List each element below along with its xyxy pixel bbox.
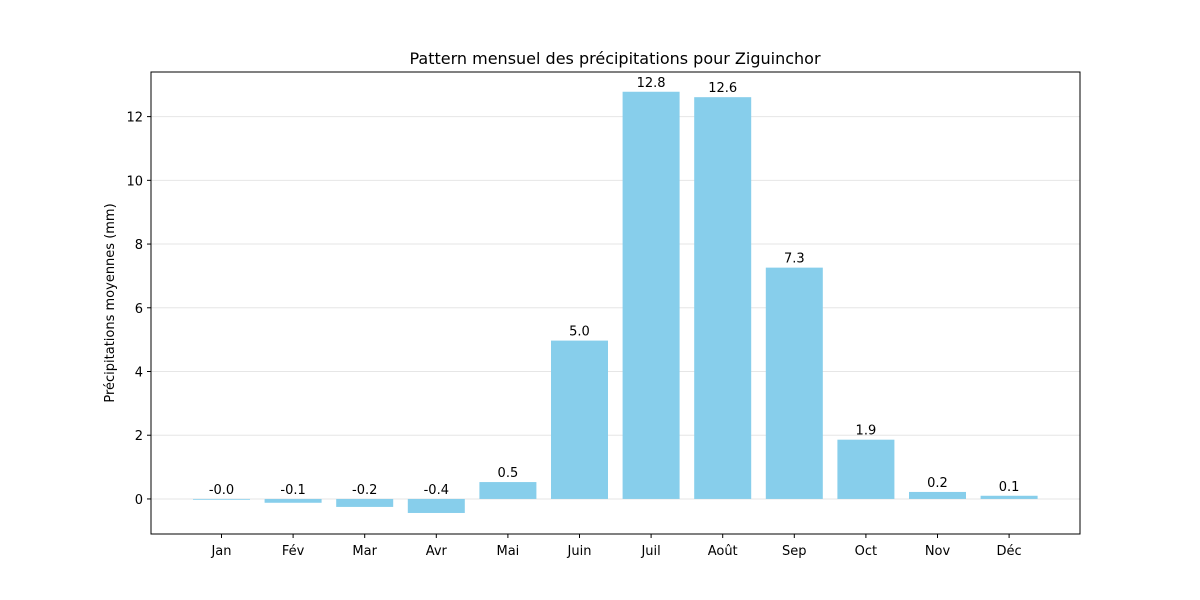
x-tick-label: Oct (855, 544, 877, 559)
y-tick-label: 2 (135, 429, 143, 444)
y-tick-label: 12 (126, 111, 143, 126)
bar-value-label: 5.0 (569, 325, 590, 340)
x-tick-label: Juil (640, 544, 660, 559)
bar-value-label: 0.5 (498, 466, 519, 481)
x-tick-label: Nov (925, 544, 951, 559)
bar-value-label: -0.4 (424, 483, 449, 498)
x-tick-label: Avr (426, 544, 448, 559)
plot-area-frame (150, 71, 1081, 535)
x-axis-ticks: Jan Fév Mar Avr Mai Juin Juil Août Sep Oct Nov Déc (210, 534, 1022, 559)
bar-value-label: 0.2 (927, 476, 948, 491)
bar (551, 340, 608, 499)
y-tick-label: 0 (135, 493, 143, 508)
x-tick-label: Mai (497, 544, 520, 559)
bar (336, 498, 394, 507)
bar-value-label: 12.6 (708, 81, 737, 96)
x-tick-label: Déc (997, 544, 1022, 559)
x-tick-label: Août (708, 544, 738, 559)
bar (193, 498, 250, 500)
bar (264, 498, 322, 503)
bar-value-labels: -0.0 -0.1 -0.2 -0.4 0.5 5.0 12.8 12.6 7.3 1.9 0.2 0… (209, 76, 1020, 498)
bar (622, 91, 680, 499)
bar-value-label: 12.8 (637, 76, 666, 91)
chart-title: Pattern mensuel des précipitations pour … (409, 49, 820, 68)
x-tick-label: Juin (567, 544, 592, 559)
y-tick-label: 4 (135, 366, 143, 381)
x-tick-label: Mar (352, 544, 377, 559)
bar (479, 482, 537, 499)
bar-value-label: -0.0 (209, 483, 234, 498)
y-axis-ticks: 0 2 4 6 8 10 12 (126, 111, 151, 508)
y-tick-label: 8 (135, 238, 143, 253)
bar (694, 97, 752, 499)
bar (765, 267, 823, 499)
bar (407, 498, 465, 513)
bar (909, 491, 966, 499)
bar (837, 439, 895, 499)
y-tick-label: 10 (126, 174, 143, 189)
x-tick-label: Sep (782, 544, 807, 559)
y-axis-label: Précipitations moyennes (mm) (103, 203, 118, 402)
bar (980, 495, 1038, 499)
bar-value-label: -0.2 (352, 483, 377, 498)
grid-lines (151, 116, 1080, 500)
x-tick-label: Fév (282, 544, 305, 559)
bar-value-label: 0.1 (999, 480, 1020, 495)
bars (193, 91, 1038, 513)
x-tick-label: Jan (210, 544, 231, 559)
bar-value-label: 7.3 (784, 252, 805, 267)
bar-value-label: -0.1 (280, 483, 305, 498)
bar-value-label: 1.9 (856, 424, 877, 439)
y-tick-label: 6 (135, 302, 143, 317)
